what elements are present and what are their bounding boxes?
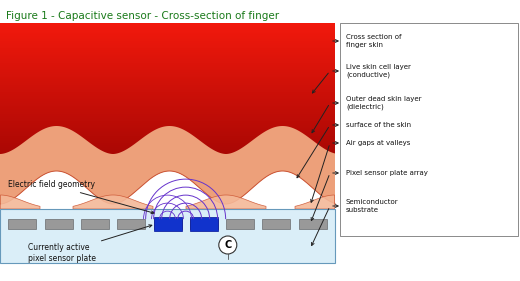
- Text: C: C: [224, 240, 231, 250]
- Text: surface of the skin: surface of the skin: [346, 122, 411, 128]
- Text: Semiconductor
substrate: Semiconductor substrate: [346, 199, 399, 213]
- Text: Electric field geometry: Electric field geometry: [8, 180, 154, 214]
- Polygon shape: [0, 126, 335, 204]
- Bar: [0, 209, 335, 263]
- Text: Cross section of
finger skin: Cross section of finger skin: [346, 34, 401, 48]
- Text: Live skin cell layer
(conductive): Live skin cell layer (conductive): [346, 64, 411, 78]
- Polygon shape: [0, 171, 335, 209]
- Bar: [117, 219, 145, 229]
- Text: Outer dead skin layer
(dielectric): Outer dead skin layer (dielectric): [346, 96, 422, 110]
- Bar: [8, 219, 36, 229]
- Polygon shape: [1, 195, 40, 209]
- Polygon shape: [295, 195, 334, 209]
- Circle shape: [219, 236, 237, 254]
- Bar: [190, 217, 218, 231]
- Text: Currently active
pixel sensor plate: Currently active pixel sensor plate: [28, 225, 152, 263]
- Bar: [153, 219, 181, 229]
- Bar: [81, 219, 109, 229]
- Bar: [226, 219, 254, 229]
- Polygon shape: [186, 195, 266, 209]
- Bar: [298, 219, 327, 229]
- Text: Pixel sensor plate array: Pixel sensor plate array: [346, 170, 428, 176]
- Text: Figure 1 - Capacitive sensor - Cross-section of finger: Figure 1 - Capacitive sensor - Cross-sec…: [6, 11, 279, 21]
- Bar: [340, 23, 518, 236]
- Bar: [190, 219, 218, 229]
- Bar: [263, 219, 290, 229]
- Text: Air gaps at valleys: Air gaps at valleys: [346, 140, 410, 146]
- Bar: [45, 219, 73, 229]
- Polygon shape: [73, 195, 153, 209]
- Bar: [153, 217, 181, 231]
